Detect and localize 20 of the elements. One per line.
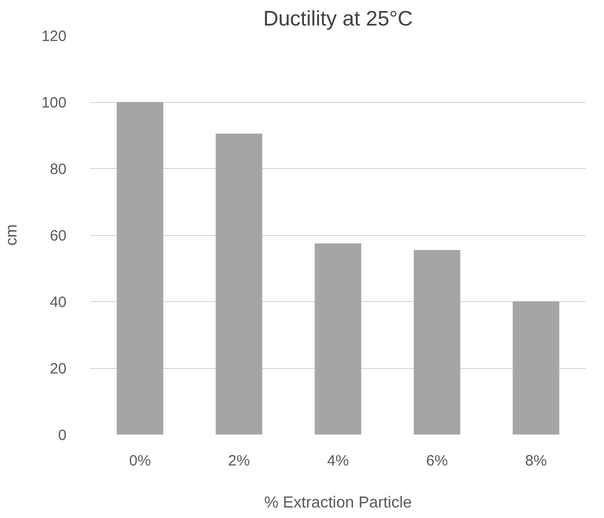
y-tick-label: 80 bbox=[50, 161, 67, 178]
x-tick-label: 6% bbox=[426, 452, 448, 470]
y-tick-label: 0 bbox=[58, 427, 66, 444]
bar bbox=[116, 102, 164, 434]
x-tick-label: 0% bbox=[129, 452, 151, 470]
bar bbox=[314, 243, 362, 434]
y-tick-label: 100 bbox=[41, 94, 67, 112]
bar bbox=[414, 250, 460, 434]
y-tick-label: 60 bbox=[50, 228, 67, 244]
x-tick-label: 2% bbox=[228, 452, 250, 470]
y-axis-title: cm bbox=[3, 224, 20, 246]
y-tick-label: 40 bbox=[50, 294, 67, 311]
x-axis-title: % Extraction Particle bbox=[264, 494, 412, 512]
chart-title: Ductility at 25°C bbox=[263, 8, 413, 30]
x-tick-label: 4% bbox=[327, 452, 349, 470]
x-tick-label: 8% bbox=[525, 452, 547, 470]
y-tick-label: 120 bbox=[41, 28, 67, 45]
bar bbox=[216, 134, 262, 434]
bar bbox=[512, 302, 560, 434]
y-tick-label: 20 bbox=[50, 360, 67, 378]
